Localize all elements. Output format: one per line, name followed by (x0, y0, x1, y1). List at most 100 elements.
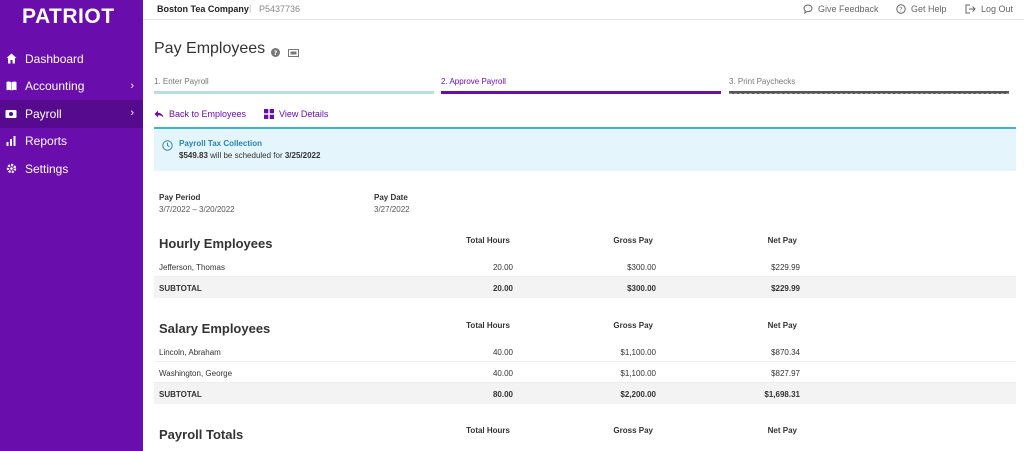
step-print-paychecks[interactable]: 3. Print Paychecks (729, 77, 796, 86)
banner-message: $549.83 will be scheduled for 3/25/2022 (179, 151, 320, 160)
col-total-hours: Total Hours (466, 321, 510, 330)
pay-date-value: 3/27/2022 (374, 205, 410, 214)
give-feedback-label: Give Feedback (818, 4, 879, 14)
subtotal-gross: $2,200.00 (620, 390, 656, 399)
tax-date: 3/25/2022 (284, 151, 321, 160)
banner-middle-text: will be scheduled for (207, 151, 285, 160)
subtotal-row: SUBTOTAL 80.00 $2,200.00 $1,698.31 (154, 383, 1016, 404)
col-net-pay: Net Pay (767, 321, 797, 330)
svg-text:?: ? (274, 49, 278, 57)
sidebar-item-dashboard[interactable]: Dashboard (0, 45, 143, 73)
sidebar-item-label: Reports (25, 134, 68, 149)
sidebar-item-settings[interactable]: Settings (0, 155, 143, 183)
pay-date-label: Pay Date (374, 193, 408, 202)
gross-pay: $1,100.00 (620, 369, 656, 378)
chat-bubble-icon (803, 4, 813, 14)
get-help-link[interactable]: ? Get Help (896, 4, 947, 14)
subtotal-label: SUBTOTAL (159, 284, 202, 293)
sidebar-item-reports[interactable]: Reports (0, 128, 143, 156)
pay-period-label: Pay Period (159, 193, 201, 202)
hourly-employees-title: Hourly Employees (159, 236, 273, 251)
step-enter-payroll[interactable]: 1. Enter Payroll (154, 77, 209, 86)
table-row[interactable]: Lincoln, Abraham 40.00 $1,100.00 $870.34 (154, 341, 1016, 362)
company-name: Boston Tea Company (157, 4, 249, 14)
table-row[interactable]: Washington, George 40.00 $1,100.00 $827.… (154, 362, 1016, 383)
company-separator: | (249, 3, 252, 13)
sidebar: PATRIOT Dashboard Accounting › Payroll › (0, 0, 143, 451)
employee-name: Washington, George (159, 369, 233, 378)
total-hours: 40.00 (492, 348, 513, 357)
gross-pay: $300.00 (627, 263, 656, 272)
subtotal-net: $1,698.31 (764, 390, 800, 399)
sidebar-item-label: Payroll (25, 106, 62, 121)
bar-chart-icon (5, 135, 17, 147)
table-row[interactable]: Jefferson, Thomas 20.00 $300.00 $229.99 (154, 256, 1016, 277)
step-progress-bar (154, 91, 434, 94)
back-arrow-icon (154, 110, 164, 118)
subtotal-hours: 20.00 (492, 284, 513, 293)
net-pay: $870.34 (771, 348, 800, 357)
sidebar-nav: Dashboard Accounting › Payroll › Reports (0, 45, 143, 183)
subtotal-gross: $300.00 (627, 284, 656, 293)
book-icon (5, 80, 17, 92)
pay-period-value: 3/7/2022 – 3/20/2022 (159, 205, 235, 214)
gross-pay: $1,100.00 (620, 348, 656, 357)
top-bar: Boston Tea Company | P5437736 Give Feedb… (143, 0, 1024, 20)
clock-icon (162, 138, 173, 156)
view-details-label: View Details (279, 109, 329, 119)
help-icon: ? (896, 4, 906, 14)
subtotal-net: $229.99 (771, 284, 800, 293)
payroll-icon (5, 108, 17, 120)
tax-amount: $549.83 (179, 151, 208, 160)
sidebar-item-label: Dashboard (25, 51, 84, 66)
logout-icon (965, 4, 976, 14)
col-gross-pay: Gross Pay (613, 236, 653, 245)
col-total-hours: Total Hours (466, 236, 510, 245)
gear-icon (5, 163, 17, 175)
col-net-pay: Net Pay (767, 236, 797, 245)
col-total-hours: Total Hours (466, 426, 510, 435)
title-icons: ? (271, 44, 299, 62)
chevron-right-icon: › (130, 79, 134, 92)
get-help-label: Get Help (911, 4, 947, 14)
payroll-totals-title: Payroll Totals (159, 427, 244, 442)
step-approve-payroll[interactable]: 2. Approve Payroll (441, 77, 506, 86)
dashboard-icon (5, 53, 17, 65)
employee-name: Lincoln, Abraham (159, 348, 221, 357)
main-content: Pay Employees ? 1. Enter Payroll 2. Appr… (143, 21, 1024, 451)
grid-icon (264, 109, 274, 119)
col-net-pay: Net Pay (767, 426, 797, 435)
salary-employees-title: Salary Employees (159, 321, 271, 336)
patriot-logo[interactable]: PATRIOT (22, 5, 115, 28)
total-hours: 40.00 (492, 369, 513, 378)
sidebar-item-accounting[interactable]: Accounting › (0, 73, 143, 101)
give-feedback-link[interactable]: Give Feedback (803, 4, 879, 14)
help-circle-icon[interactable]: ? (271, 44, 280, 62)
net-pay: $229.99 (771, 263, 800, 272)
banner-title: Payroll Tax Collection (179, 139, 262, 148)
log-out-link[interactable]: Log Out (965, 4, 1013, 14)
total-hours: 20.00 (492, 263, 513, 272)
chevron-right-icon: › (130, 107, 134, 119)
step-progress-bar (729, 91, 1009, 94)
subtotal-row: SUBTOTAL 20.00 $300.00 $229.99 (154, 277, 1016, 298)
employee-name: Jefferson, Thomas (159, 263, 225, 272)
back-to-employees-link[interactable]: Back to Employees (154, 109, 246, 119)
company-id: P5437736 (259, 4, 301, 14)
col-gross-pay: Gross Pay (613, 426, 653, 435)
log-out-label: Log Out (981, 4, 1014, 14)
sidebar-item-label: Settings (25, 161, 69, 176)
step-progress-bar (441, 91, 721, 94)
subtotal-label: SUBTOTAL (159, 390, 202, 399)
svg-text:?: ? (899, 5, 902, 13)
page-title: Pay Employees (154, 40, 266, 57)
view-details-link[interactable]: View Details (264, 109, 328, 119)
col-gross-pay: Gross Pay (613, 321, 653, 330)
sidebar-item-payroll[interactable]: Payroll › (0, 100, 143, 128)
video-icon[interactable] (288, 44, 299, 62)
subtotal-hours: 80.00 (492, 390, 513, 399)
tax-collection-banner: Payroll Tax Collection $549.83 will be s… (154, 127, 1016, 171)
sidebar-item-label: Accounting (25, 79, 85, 94)
net-pay: $827.97 (771, 369, 800, 378)
back-to-employees-label: Back to Employees (169, 109, 247, 119)
